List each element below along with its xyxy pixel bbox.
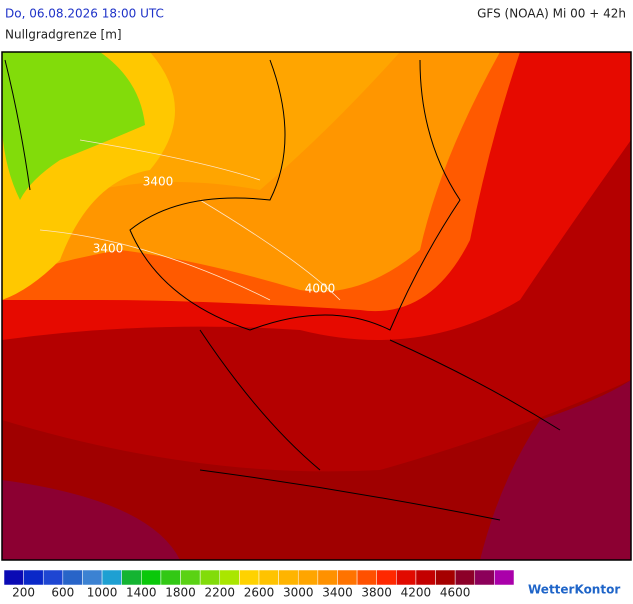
legend-swatch	[474, 569, 495, 586]
legend-swatch	[494, 569, 515, 586]
legend-label: 200	[12, 586, 35, 600]
contour-label: 4000	[305, 282, 336, 296]
legend-swatch	[396, 569, 417, 586]
legend-swatch	[219, 569, 240, 586]
logo: WetterKontor	[528, 583, 620, 597]
model-run: GFS (NOAA) Mi 00 + 42h	[477, 7, 626, 21]
datetime: Do, 06.08.2026 18:00 UTC	[5, 7, 164, 21]
legend-swatch	[356, 569, 377, 586]
legend-swatch	[239, 569, 260, 586]
contour-label: 3400	[93, 242, 124, 256]
legend-swatch	[454, 569, 476, 586]
legend-label: 600	[51, 586, 74, 600]
legend-swatch	[42, 569, 64, 586]
legend-swatch	[376, 569, 397, 586]
legend-swatch	[415, 569, 436, 586]
legend-swatch	[435, 569, 456, 586]
legend-label: 3800	[361, 586, 392, 600]
parameter: Nullgradgrenze [m]	[5, 28, 122, 42]
legend-swatch	[101, 569, 122, 586]
legend-swatch	[180, 569, 201, 586]
legend-label: 4600	[440, 586, 471, 600]
legend-swatch	[23, 569, 44, 586]
legend-swatch	[3, 569, 24, 586]
legend-swatch	[337, 569, 358, 586]
legend-swatch	[62, 569, 83, 586]
legend-label: 2600	[244, 586, 275, 600]
legend-swatch	[258, 569, 279, 586]
legend-swatch	[121, 569, 142, 586]
legend-swatch	[297, 569, 319, 586]
legend-swatch	[317, 569, 338, 586]
legend-swatch	[278, 569, 299, 586]
legend-label: 4200	[401, 586, 432, 600]
legend-swatch	[82, 569, 103, 586]
legend-label: 1400	[126, 586, 157, 600]
legend-label: 3400	[322, 586, 353, 600]
legend-label: 3000	[283, 586, 314, 600]
legend-label: 1800	[165, 586, 196, 600]
map	[1, 51, 632, 561]
legend-swatch	[199, 569, 221, 586]
legend-label: 2200	[204, 586, 235, 600]
legend-swatch	[160, 569, 181, 586]
contour-label: 3400	[143, 175, 174, 189]
legend-label: 1000	[87, 586, 118, 600]
legend-swatch	[141, 569, 162, 586]
